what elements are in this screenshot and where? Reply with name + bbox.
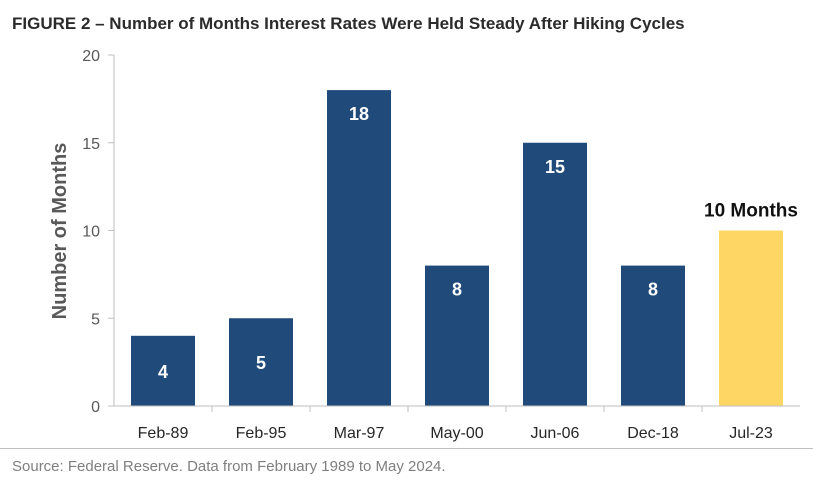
y-axis: 0 5 10 15 20 <box>82 48 115 416</box>
bar-jul-23 <box>719 230 783 406</box>
y-tick-label: 10 <box>82 224 100 241</box>
x-tick-label: Feb-95 <box>236 425 287 442</box>
data-label: 4 <box>158 362 168 382</box>
x-tick-label: Dec-18 <box>627 425 679 442</box>
source-note: Source: Federal Reserve. Data from Febru… <box>12 458 446 475</box>
y-axis-label: Number of Months <box>49 143 71 320</box>
bar-feb-89 <box>131 335 195 406</box>
y-tick-label: 5 <box>91 311 100 328</box>
x-tick-label: Jul-23 <box>729 425 773 442</box>
bar-chart: 0 5 10 15 20 4 5 18 8 15 8 10 Months Feb-89 Feb-95 M… <box>49 48 800 442</box>
bar-feb-95 <box>229 318 293 406</box>
data-label: 8 <box>452 280 462 300</box>
data-label: 5 <box>256 353 266 373</box>
bars: 4 5 18 8 15 8 10 Months <box>131 90 798 406</box>
bar-mar-97 <box>327 90 391 406</box>
bar-may-00 <box>425 265 489 406</box>
data-label: 18 <box>349 104 369 124</box>
bar-dec-18 <box>621 265 685 406</box>
x-tick-label: Jun-06 <box>531 425 580 442</box>
bar-jun-06 <box>523 142 587 406</box>
highlight-annotation: 10 Months <box>704 201 798 222</box>
data-label: 8 <box>648 280 658 300</box>
divider <box>0 448 813 449</box>
x-tick-label: Feb-89 <box>138 425 189 442</box>
y-tick-label: 0 <box>91 399 100 416</box>
x-tick-label: May-00 <box>430 425 483 442</box>
y-tick-label: 20 <box>82 48 100 65</box>
data-label: 15 <box>545 157 565 177</box>
x-tick-label: Mar-97 <box>334 425 385 442</box>
chart-title: FIGURE 2 – Number of Months Interest Rat… <box>12 14 685 33</box>
y-tick-label: 15 <box>82 136 100 153</box>
x-axis: Feb-89 Feb-95 Mar-97 May-00 Jun-06 Dec-18 Jul-… <box>114 405 800 442</box>
